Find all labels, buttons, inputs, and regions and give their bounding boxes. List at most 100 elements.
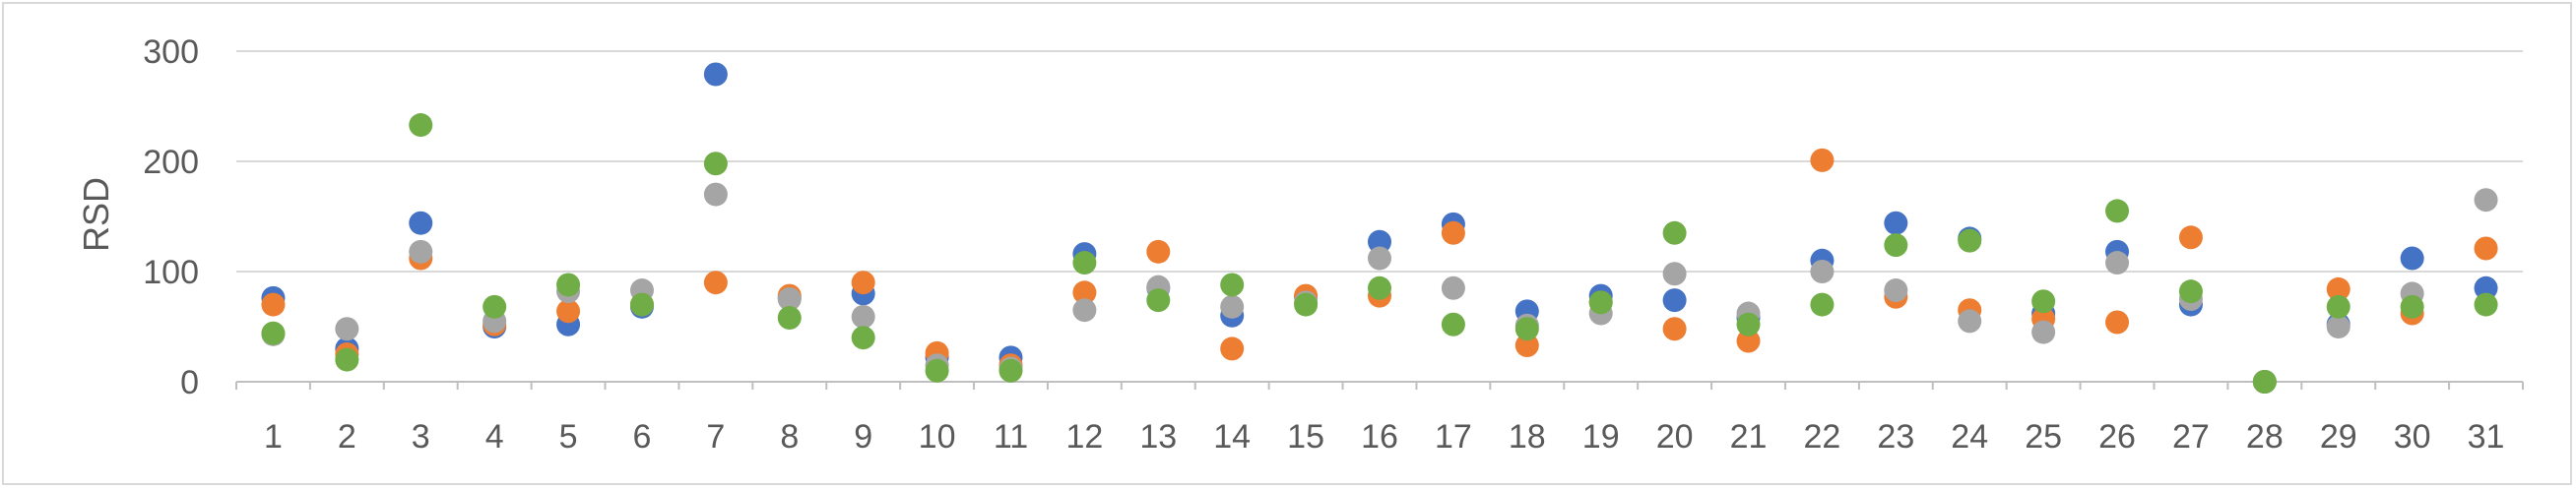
y-tick-label: 200 bbox=[143, 144, 199, 181]
data-point bbox=[2400, 246, 2424, 271]
data-point bbox=[851, 271, 875, 295]
x-tick-label: 25 bbox=[2025, 418, 2062, 456]
data-point bbox=[1441, 312, 1465, 336]
data-point bbox=[2400, 294, 2424, 319]
data-point bbox=[1588, 290, 1613, 315]
data-point bbox=[629, 292, 654, 317]
data-point bbox=[2178, 225, 2203, 250]
x-tick-label: 5 bbox=[559, 418, 578, 456]
data-point bbox=[2326, 294, 2351, 319]
data-point bbox=[1368, 246, 1391, 271]
data-point bbox=[2326, 276, 2351, 301]
data-point bbox=[1884, 211, 1908, 235]
data-point bbox=[1441, 220, 1465, 245]
x-tick-label: 20 bbox=[1656, 418, 1694, 456]
x-tick-label: 21 bbox=[1730, 418, 1768, 456]
data-point bbox=[1514, 317, 1539, 341]
data-point bbox=[556, 299, 581, 324]
data-point bbox=[261, 292, 286, 317]
data-point bbox=[1294, 292, 1319, 317]
data-point bbox=[1884, 278, 1908, 303]
gridlines bbox=[236, 50, 2523, 273]
x-tick-label: 19 bbox=[1582, 418, 1620, 456]
x-tick-label: 28 bbox=[2246, 418, 2284, 456]
x-tick-label: 1 bbox=[264, 418, 283, 456]
x-tick-label: 7 bbox=[706, 418, 725, 456]
data-point bbox=[2105, 310, 2130, 335]
x-tick-label: 2 bbox=[338, 418, 356, 456]
data-point bbox=[2474, 275, 2498, 300]
data-point bbox=[1220, 294, 1245, 319]
data-point bbox=[1368, 229, 1391, 254]
x-tick-label: 10 bbox=[919, 418, 956, 456]
data-point bbox=[2105, 199, 2130, 223]
x-tick-label: 30 bbox=[2394, 418, 2431, 456]
data-point bbox=[1146, 288, 1171, 313]
y-axis-title: RSD bbox=[76, 177, 116, 252]
x-tick-label: 29 bbox=[2320, 418, 2357, 456]
data-point bbox=[2031, 320, 2056, 344]
x-axis bbox=[235, 381, 2524, 390]
x-tick-label: 11 bbox=[994, 418, 1028, 456]
data-point bbox=[1072, 298, 1097, 323]
data-point bbox=[1072, 280, 1097, 305]
data-point bbox=[2178, 279, 2203, 304]
data-point bbox=[703, 62, 728, 87]
data-point bbox=[556, 273, 581, 297]
y-tick-label: 300 bbox=[143, 33, 199, 71]
data-point bbox=[1662, 262, 1687, 286]
data-point bbox=[2105, 251, 2130, 275]
x-tick-label: 12 bbox=[1065, 418, 1103, 456]
data-point bbox=[2474, 236, 2498, 261]
data-point bbox=[1736, 312, 1761, 336]
data-point bbox=[1662, 288, 1687, 313]
x-tick-label: 16 bbox=[1361, 418, 1398, 456]
x-tick-label: 15 bbox=[1287, 418, 1324, 456]
data-point bbox=[1958, 309, 1982, 334]
x-tick-label: 24 bbox=[1951, 418, 1988, 456]
data-point bbox=[851, 326, 875, 350]
data-point bbox=[1958, 228, 1982, 253]
x-tick-labels: 1 2 3 4 5 6 7 8 9 10 11 12 13 14 15 16 17 18 19 20 21 22 23 24 2… bbox=[264, 418, 2504, 456]
data-point bbox=[1441, 275, 1465, 300]
y-tick-label: 0 bbox=[180, 364, 199, 401]
data-point bbox=[777, 287, 802, 311]
data-point bbox=[1884, 233, 1908, 258]
data-point bbox=[851, 304, 875, 329]
data-point bbox=[1810, 292, 1835, 317]
x-tick-label: 22 bbox=[1804, 418, 1841, 456]
x-tick-label: 26 bbox=[2098, 418, 2136, 456]
x-tick-label: 14 bbox=[1213, 418, 1251, 456]
y-tick-labels: 0 100 200 300 bbox=[143, 33, 199, 401]
x-tick-label: 18 bbox=[1509, 418, 1546, 456]
x-tick-label: 4 bbox=[485, 418, 504, 456]
data-point bbox=[1368, 275, 1391, 300]
data-point bbox=[1662, 220, 1687, 245]
x-tick-label: 3 bbox=[412, 418, 430, 456]
data-point bbox=[1662, 317, 1687, 341]
data-point bbox=[1220, 273, 1245, 297]
data-point bbox=[335, 317, 359, 341]
data-point bbox=[2474, 188, 2498, 213]
x-tick-label: 31 bbox=[2468, 418, 2505, 456]
data-point bbox=[2474, 292, 2498, 317]
data-point bbox=[409, 211, 433, 235]
data-point bbox=[2252, 370, 2277, 394]
data-point bbox=[703, 271, 728, 295]
data-point bbox=[1810, 260, 1835, 283]
data-point bbox=[2031, 289, 2056, 314]
data-point bbox=[335, 347, 359, 372]
data-point bbox=[703, 182, 728, 207]
x-tick-label: 27 bbox=[2172, 418, 2210, 456]
data-point bbox=[998, 358, 1023, 383]
data-point bbox=[1736, 329, 1761, 353]
x-tick-label: 9 bbox=[854, 418, 872, 456]
data-point bbox=[777, 306, 802, 331]
data-point bbox=[703, 152, 728, 176]
y-tick-label: 100 bbox=[143, 254, 199, 291]
data-point bbox=[1514, 334, 1539, 358]
data-point bbox=[1072, 251, 1097, 275]
data-point bbox=[483, 294, 507, 319]
